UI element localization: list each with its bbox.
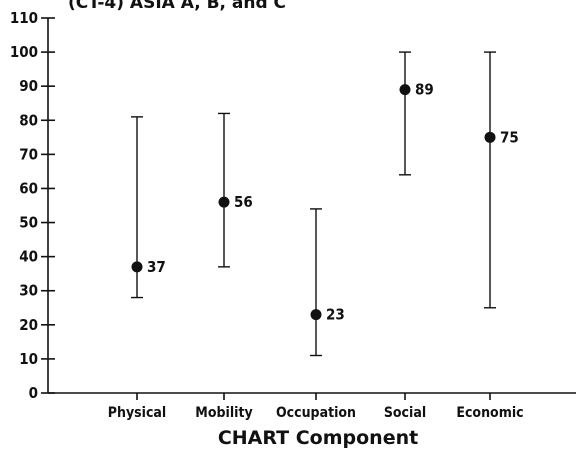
y-tick-label: 50	[19, 214, 38, 232]
x-tick-label: Physical	[108, 405, 167, 421]
x-tick-label: Occupation	[276, 405, 356, 421]
x-tick-label: Mobility	[195, 405, 252, 421]
data-point	[399, 84, 411, 96]
data-label: 37	[147, 258, 166, 276]
y-tick-label: 20	[19, 316, 38, 334]
x-axis-categories: Physical Mobility Occupation Social Economic	[108, 393, 524, 421]
y-tick-label: 30	[19, 282, 38, 300]
data-label: 56	[234, 193, 253, 211]
y-tick-label: 80	[19, 111, 38, 129]
y-tick-label: 100	[10, 43, 38, 61]
y-axis-ticks: 0 10 20 30 40 50 60 70 80 90 100 110	[10, 9, 55, 402]
data-marks: 37 56 23 89 75	[131, 51, 519, 357]
data-point	[310, 309, 322, 321]
y-tick-label: 90	[19, 77, 38, 95]
data-point	[484, 131, 496, 143]
data-point	[131, 261, 143, 273]
data-label: 75	[500, 128, 519, 146]
y-tick-label: 110	[10, 9, 38, 27]
y-tick-label: 40	[19, 248, 38, 266]
y-tick-label: 70	[19, 145, 38, 163]
axes	[47, 18, 576, 394]
x-tick-label: Social	[384, 405, 426, 421]
x-tick-label: Economic	[456, 405, 523, 421]
x-axis-label: CHART Component	[218, 427, 418, 449]
data-label: 23	[326, 306, 345, 324]
y-tick-label: 0	[29, 384, 38, 402]
y-tick-label: 10	[19, 350, 38, 368]
data-point	[218, 196, 230, 208]
chart-title: (CT-4) ASIA A, B, and C	[68, 0, 286, 13]
y-tick-label: 60	[19, 179, 38, 197]
data-label: 89	[415, 81, 434, 99]
